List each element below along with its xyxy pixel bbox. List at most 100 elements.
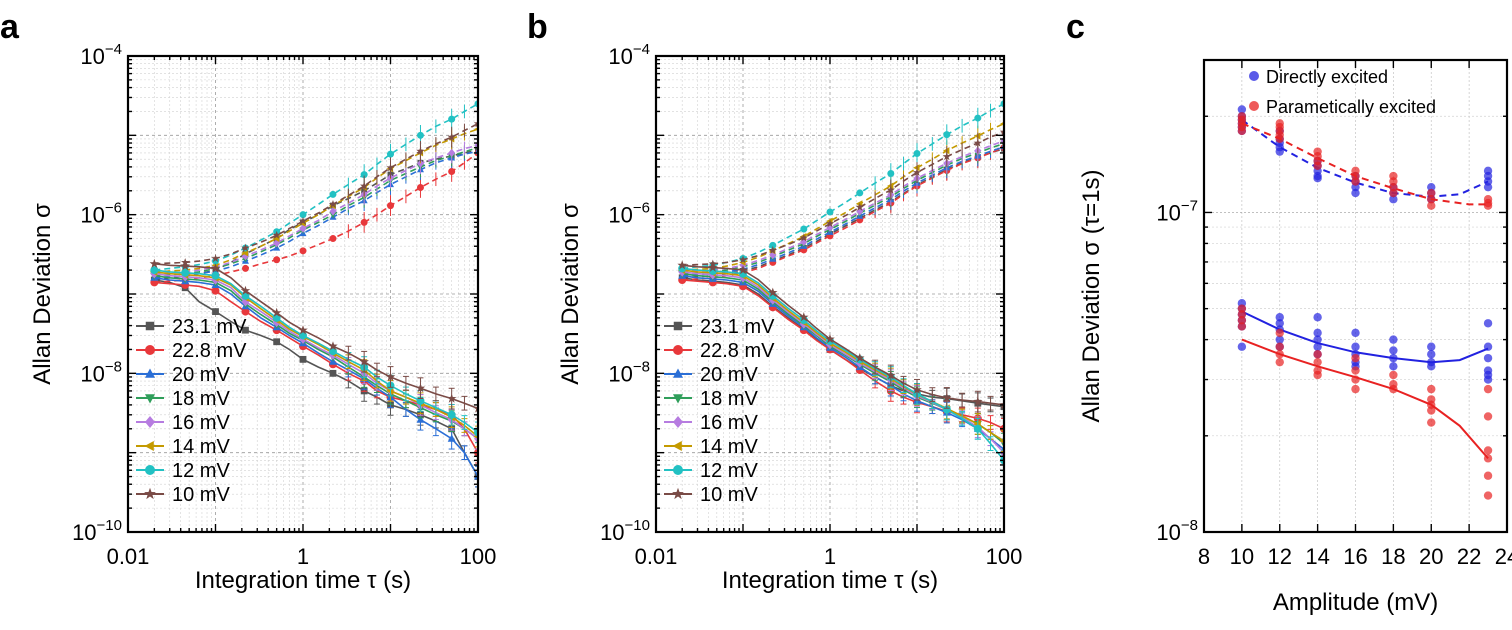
panel-a-series-7-rising-marker [211,254,220,263]
panel-c-y-tick-label: 10−7 [1156,197,1198,225]
panel-a-series-1-rising-marker [387,202,394,210]
panel-a-series-7-rising-marker [150,259,159,268]
panel-b-series-7-marker [825,334,835,344]
panel-a-series-7-marker [415,383,426,393]
panel-a-series-0-line [154,279,478,477]
panel-c-y-tick-label: 10−8 [1156,517,1198,545]
panel-c-x-tick-label: 18 [1381,544,1405,569]
panel-a-series-6-rising-marker [329,190,337,198]
panel-a-series-7-marker [271,307,282,317]
panel-b-series-6-line [682,267,1004,461]
panel-b-legend-entry-2: 20 mV [664,364,758,386]
panel-b-legend-marker [673,368,683,378]
panel-c-y-axis-title: Allan Deviation σ (τ=1s) [1078,169,1105,422]
panel-c-legend-label: Parametically excited [1266,97,1436,117]
panel-b-series-7-rising-marker [855,202,864,211]
panel-c-series-1-point [1427,188,1436,198]
panel-b-legend-label: 18 mV [700,388,758,410]
panel-a-series-7-line [154,263,478,410]
panel-b-series-5-rising-line [682,122,1004,271]
panel-a-series-7-marker [359,356,369,366]
panel-b-series-7-rising-marker [678,260,687,269]
panel-c-series-0-point [1427,350,1436,359]
panel-b-legend-label: 20 mV [700,364,758,386]
panel-c-legend-marker [1249,101,1259,111]
panel-c-series-0-point [1313,342,1322,351]
panel-b-x-axis-title: Integration time τ (s) [722,567,938,594]
panel-b-series-7-rising-marker [973,138,982,147]
panel-c-series-1-point [1483,412,1493,421]
panel-c-legend-entry-0: Directly excited [1249,67,1388,87]
panel-a-y-tick-label: 10−4 [80,41,122,69]
panel-a-series-2-rising-line [154,150,478,279]
panel-b-series-5-rising-marker [974,132,981,140]
panel-c-series-1-point [1427,418,1436,427]
panel-a-series-7-marker [385,372,396,381]
panel-a-series-3-rising-line [154,146,478,277]
panel-c-x-tick-label: 16 [1343,544,1367,569]
panel-b-series-7-rising-marker [886,185,895,194]
panel-c-series-0-point [1275,147,1284,156]
panel-c-series-1-point [1483,384,1493,394]
panel-b-x-tick-label: 100 [986,544,1023,569]
panel-b-series-7-marker [738,265,748,275]
panel-c-series-1-point [1237,310,1247,319]
panel-a-series-7-rising-line [154,122,478,265]
panel-a-series-1-rising-marker [448,168,456,176]
panel-b-legend-entry-1: 22.8 mV [664,340,775,362]
panel-a-series-6-marker [328,347,337,356]
panel-b-y-tick-label: 10−10 [600,517,650,545]
panel-a-legend-label: 16 mV [172,412,230,434]
panel-b-legend-entry-3: 18 mV [664,388,758,410]
panel-c-series-0-point [1275,313,1284,322]
panel-a-legend-entry-1: 22.8 mV [136,340,247,362]
panel-b-series-7-marker [912,384,922,394]
panel-b-series-7-marker [799,312,809,322]
panel-c-series-1-point [1351,366,1360,375]
panel-b-series-4-rising-line [682,140,1004,273]
panel-a-legend-marker [145,416,155,428]
panel-b-series-6-marker [942,405,951,414]
panel-b-ticks [655,55,1005,533]
panel-b-series-2-rising-line [682,145,1004,277]
panel-c-series-1-point [1389,384,1398,394]
panel-c-series-1-point [1351,353,1360,363]
panel-c-series-0-point [1389,335,1398,344]
panel-b-y-axis-title: Allan Deviation σ [557,203,584,385]
panel-c-series-1-point [1275,357,1284,367]
panel-c-series-1-point [1483,446,1493,455]
panel-b-series-6-rising-marker [800,225,808,233]
panel-b-legend-marker [673,345,683,355]
panel-a-series-7-marker [240,285,251,295]
panel-a-series-1-rising-marker [329,235,337,243]
panel-c-series-1-point [1389,188,1398,198]
panel-a-y-tick-label: 10−10 [72,517,122,545]
panel-c-series-1-point [1427,195,1436,204]
panel-c-series-1-point [1275,328,1284,338]
panel-b-legend-label: 16 mV [700,412,758,434]
panel-b-series-6-rising-marker [826,208,834,216]
panel-c-series-1-point [1313,161,1322,170]
panel-a-series-7-rising-marker [298,216,308,225]
panel-a-series-6-rising-marker [360,171,368,179]
panel-c-series-1-point [1483,201,1493,210]
panel-b-series-6-rising-marker [913,150,921,158]
panel-b-y-tick-label: 10−4 [608,41,650,69]
panel-label-b: b [527,8,548,46]
panel-c-series-0-point [1313,328,1322,338]
panel-a-legend-entry-7: 10 mV [136,484,230,506]
panel-c-series-1-point [1427,384,1436,394]
panel-b-y-tick-label: 10−8 [608,358,650,386]
panel-a-series-2-marker [416,415,425,423]
panel-b-series-7-marker [708,262,718,272]
panel-a-series-6-rising-line [154,103,478,271]
panel-b-series-7-marker [973,396,983,406]
panel-a-series-1-rising-marker [273,256,281,264]
panel-b-legend-label: 23.1 mV [700,316,775,338]
panel-c-series-1-point [1351,375,1360,384]
panel-a-series-6-marker [181,268,190,277]
panel-c-legend-marker [1249,71,1259,81]
panel-c-legend: Directly excited Parametically excited [1249,67,1436,117]
panel-a-ticks [127,55,479,533]
